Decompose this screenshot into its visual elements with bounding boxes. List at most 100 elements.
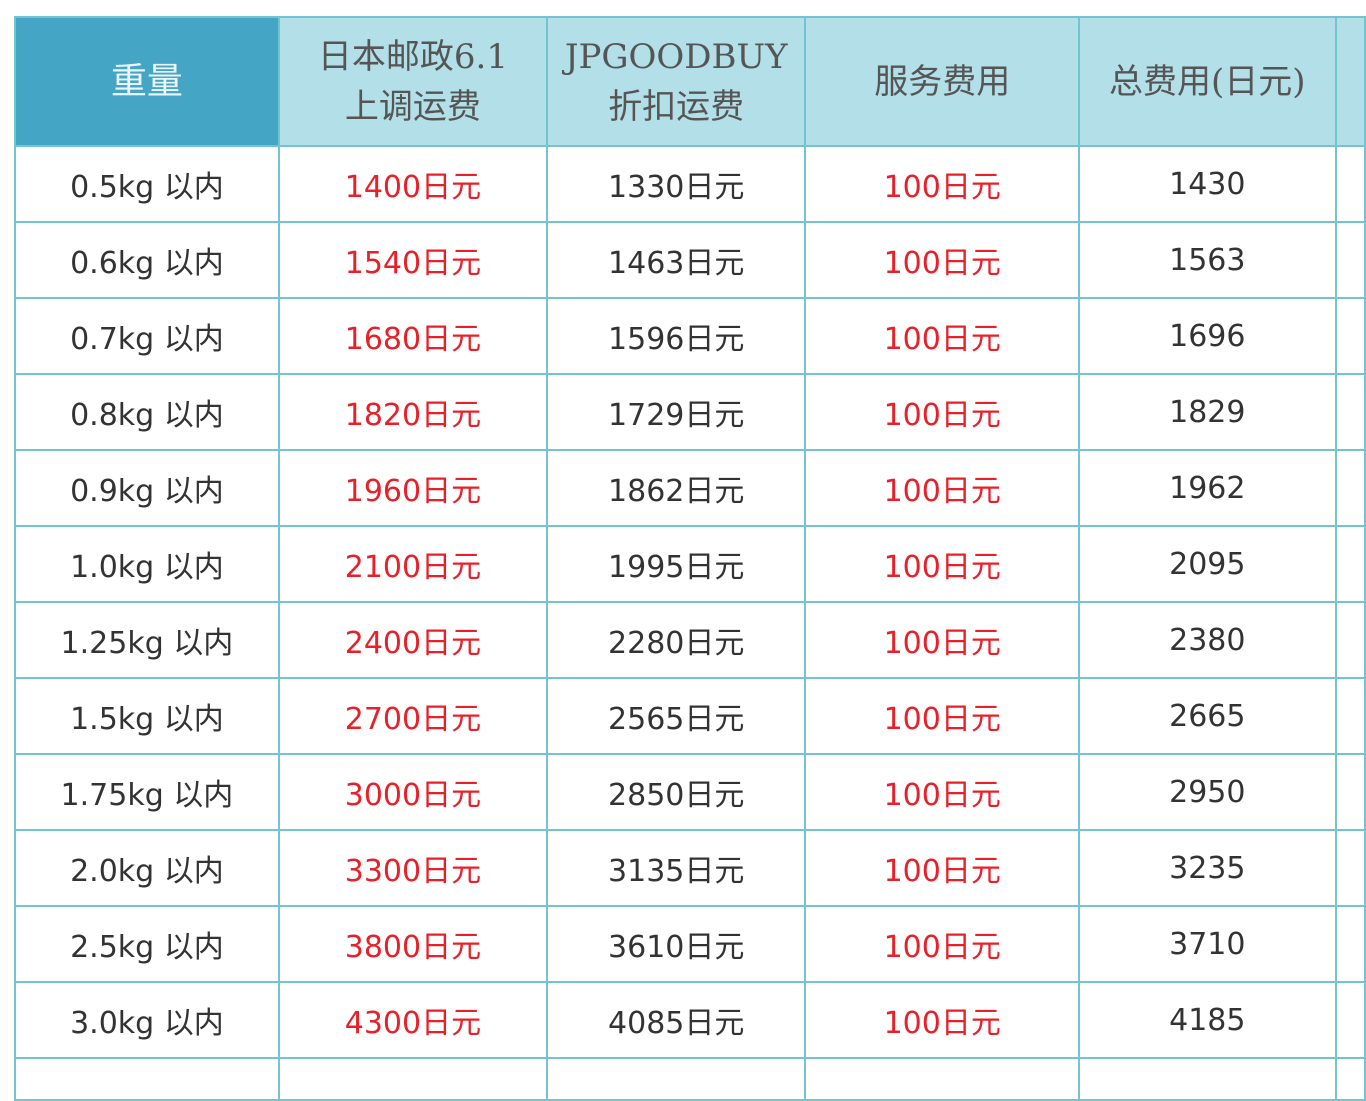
header-jpgoodbuy-discount-fee: JPGOODBUY 折扣运费 [546, 16, 807, 147]
cell-service-fee: 100日元 [804, 297, 1081, 375]
cell-weight: 1.0kg 以内 [14, 525, 280, 603]
cell-weight: 0.5kg 以内 [14, 145, 280, 223]
cell-total-fee: 1430 [1078, 145, 1337, 223]
cell-jpgoodbuy-discount-fee: 2280日元 [546, 601, 807, 679]
cell-overflow [1334, 981, 1366, 1059]
table-row: 2.5kg 以内 3800日元 3610日元 100日元 3710 [14, 905, 1366, 983]
cell-jpgoodbuy-discount-fee: 1463日元 [546, 221, 807, 299]
cell-japan-post-fee: 2400日元 [277, 601, 549, 679]
shipping-fee-table: 重量 日本邮政6.1 上调运费 JPGOODBUY 折扣运费 服务费用 总费用(日元) 0.… [14, 16, 1366, 1101]
cell-jpgoodbuy-discount-fee: 1729日元 [546, 373, 807, 451]
cell-overflow [1334, 829, 1366, 907]
cell-total-fee: 3235 [1078, 829, 1337, 907]
cell-total-fee: 1962 [1078, 449, 1337, 527]
header-weight: 重量 [14, 16, 280, 147]
cell-overflow [1334, 601, 1366, 679]
cell-jpgoodbuy-discount-fee: 1995日元 [546, 525, 807, 603]
cell-overflow [1334, 373, 1366, 451]
cell-service-fee: 100日元 [804, 373, 1081, 451]
cell-weight: 2.0kg 以内 [14, 829, 280, 907]
table-row: 1.5kg 以内 2700日元 2565日元 100日元 2665 [14, 677, 1366, 755]
cell-service-fee: 100日元 [804, 677, 1081, 755]
cell-service-fee: 100日元 [804, 221, 1081, 299]
cell-jpgoodbuy-discount-fee: 3135日元 [546, 829, 807, 907]
table-row: 0.7kg 以内 1680日元 1596日元 100日元 1696 [14, 297, 1366, 375]
cell-empty [277, 1057, 549, 1101]
header-text: 重量 [110, 60, 183, 102]
cell-japan-post-fee: 1540日元 [277, 221, 549, 299]
table-row: 3.0kg 以内 4300日元 4085日元 100日元 4185 [14, 981, 1366, 1059]
cell-weight: 1.25kg 以内 [14, 601, 280, 679]
header-text: 折扣运费 [608, 86, 745, 127]
cell-japan-post-fee: 1680日元 [277, 297, 549, 375]
cell-jpgoodbuy-discount-fee: 4085日元 [546, 981, 807, 1059]
cell-weight: 0.8kg 以内 [14, 373, 280, 451]
cell-japan-post-fee: 1820日元 [277, 373, 549, 451]
header-text: 上调运费 [344, 86, 481, 127]
cell-jpgoodbuy-discount-fee: 1862日元 [546, 449, 807, 527]
cell-overflow [1334, 221, 1366, 299]
header-text: 日本邮政6.1 [317, 36, 508, 77]
cell-total-fee: 3710 [1078, 905, 1337, 983]
cell-service-fee: 100日元 [804, 601, 1081, 679]
cell-jpgoodbuy-discount-fee: 1596日元 [546, 297, 807, 375]
header-text: 总费用(日元) [1109, 61, 1306, 102]
cell-japan-post-fee: 3300日元 [277, 829, 549, 907]
cell-jpgoodbuy-discount-fee: 2850日元 [546, 753, 807, 831]
cell-japan-post-fee: 2700日元 [277, 677, 549, 755]
header-overflow [1334, 16, 1366, 147]
table-row-partial [14, 1057, 1366, 1101]
cell-empty [1078, 1057, 1337, 1101]
cell-overflow [1334, 525, 1366, 603]
cell-total-fee: 1696 [1078, 297, 1337, 375]
cell-overflow [1334, 677, 1366, 755]
cell-total-fee: 4185 [1078, 981, 1337, 1059]
cell-total-fee: 2665 [1078, 677, 1337, 755]
cell-weight: 0.6kg 以内 [14, 221, 280, 299]
cell-service-fee: 100日元 [804, 981, 1081, 1059]
cell-japan-post-fee: 1400日元 [277, 145, 549, 223]
cell-japan-post-fee: 4300日元 [277, 981, 549, 1059]
cell-jpgoodbuy-discount-fee: 3610日元 [546, 905, 807, 983]
cell-service-fee: 100日元 [804, 829, 1081, 907]
cell-overflow [1334, 297, 1366, 375]
cell-japan-post-fee: 1960日元 [277, 449, 549, 527]
cell-weight: 1.75kg 以内 [14, 753, 280, 831]
cell-total-fee: 2950 [1078, 753, 1337, 831]
table-row: 1.25kg 以内 2400日元 2280日元 100日元 2380 [14, 601, 1366, 679]
cell-japan-post-fee: 3000日元 [277, 753, 549, 831]
cell-jpgoodbuy-discount-fee: 2565日元 [546, 677, 807, 755]
table-row: 0.8kg 以内 1820日元 1729日元 100日元 1829 [14, 373, 1366, 451]
header-japan-post-fee: 日本邮政6.1 上调运费 [277, 16, 549, 147]
cell-empty [14, 1057, 280, 1101]
table-row: 2.0kg 以内 3300日元 3135日元 100日元 3235 [14, 829, 1366, 907]
table-row: 0.9kg 以内 1960日元 1862日元 100日元 1962 [14, 449, 1366, 527]
cell-service-fee: 100日元 [804, 905, 1081, 983]
cell-overflow [1334, 145, 1366, 223]
header-total-fee: 总费用(日元) [1078, 16, 1337, 147]
cell-total-fee: 2095 [1078, 525, 1337, 603]
cell-weight: 0.9kg 以内 [14, 449, 280, 527]
cell-total-fee: 2380 [1078, 601, 1337, 679]
header-text: 服务费用 [874, 61, 1011, 102]
cell-weight: 1.5kg 以内 [14, 677, 280, 755]
cell-total-fee: 1563 [1078, 221, 1337, 299]
table-row: 1.75kg 以内 3000日元 2850日元 100日元 2950 [14, 753, 1366, 831]
cell-service-fee: 100日元 [804, 449, 1081, 527]
cell-empty [804, 1057, 1081, 1101]
table-row: 0.5kg 以内 1400日元 1330日元 100日元 1430 [14, 145, 1366, 223]
cell-japan-post-fee: 3800日元 [277, 905, 549, 983]
header-text: JPGOODBUY [564, 36, 788, 77]
cell-service-fee: 100日元 [804, 525, 1081, 603]
cell-japan-post-fee: 2100日元 [277, 525, 549, 603]
cell-overflow [1334, 449, 1366, 527]
cell-weight: 2.5kg 以内 [14, 905, 280, 983]
cell-service-fee: 100日元 [804, 145, 1081, 223]
cell-service-fee: 100日元 [804, 753, 1081, 831]
cell-empty [546, 1057, 807, 1101]
cell-jpgoodbuy-discount-fee: 1330日元 [546, 145, 807, 223]
cell-weight: 0.7kg 以内 [14, 297, 280, 375]
cell-overflow [1334, 753, 1366, 831]
cell-overflow [1334, 905, 1366, 983]
cell-empty [1334, 1057, 1366, 1101]
